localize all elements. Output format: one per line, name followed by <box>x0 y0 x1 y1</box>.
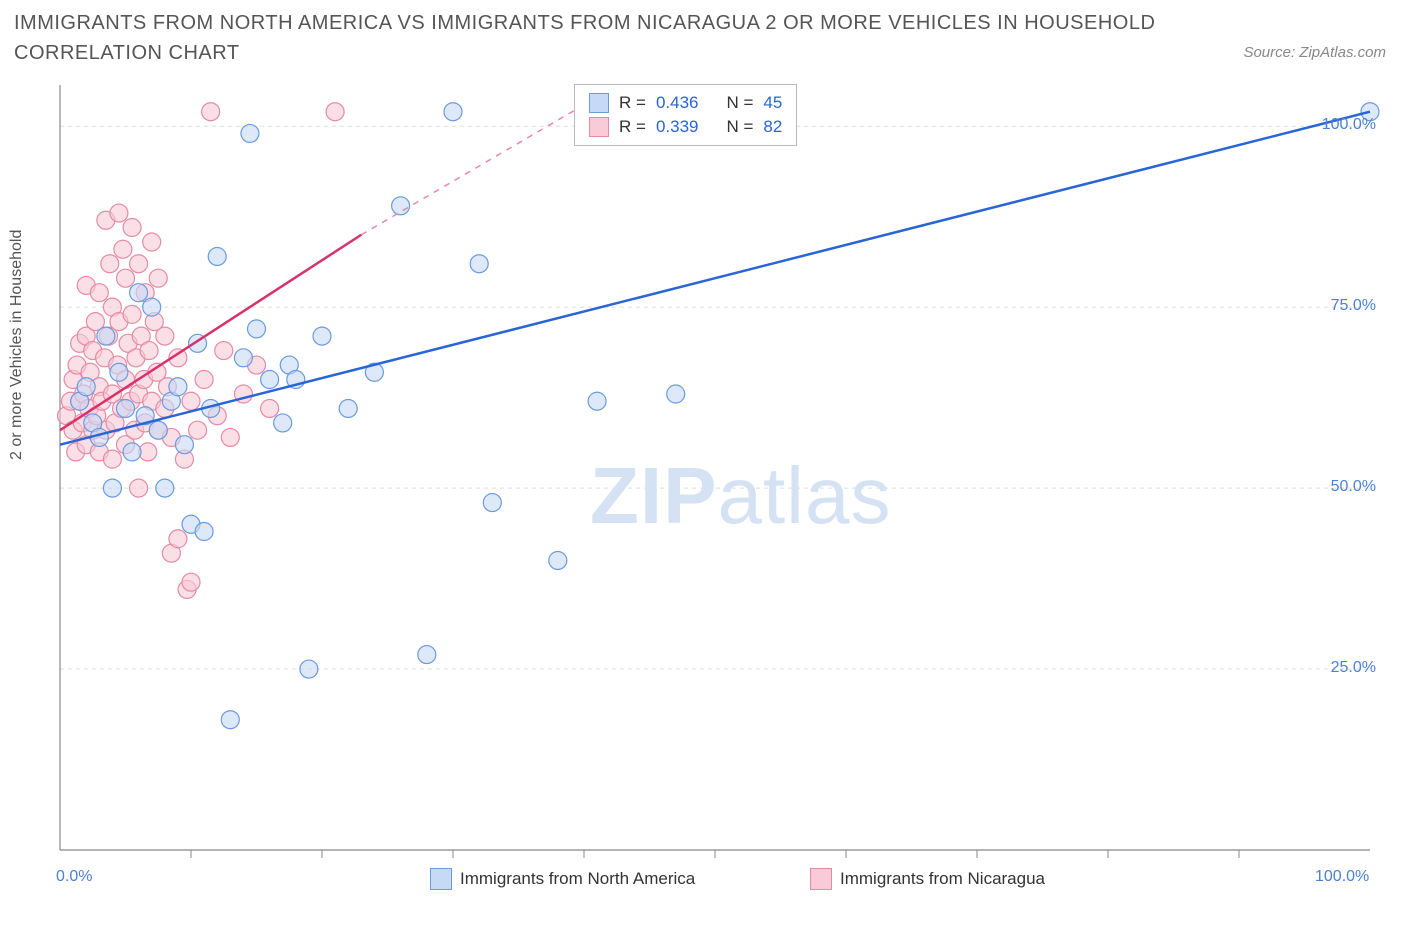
y-axis-label: 2 or more Vehicles in Household <box>8 230 26 460</box>
stat-r-label: R = <box>619 91 646 115</box>
y-tick-label: 75.0% <box>1331 297 1376 315</box>
x-tick-label: 100.0% <box>1315 868 1369 886</box>
stat-n-value: 82 <box>763 115 782 139</box>
stat-row: R = 0.436 N = 45 <box>589 91 782 115</box>
legend-item: Immigrants from Nicaragua <box>810 868 1045 890</box>
stat-r-value: 0.339 <box>656 115 699 139</box>
legend-label: Immigrants from North America <box>460 869 695 889</box>
stat-n-value: 45 <box>763 91 782 115</box>
chart-title: IMMIGRANTS FROM NORTH AMERICA VS IMMIGRA… <box>14 8 1164 68</box>
y-tick-label: 25.0% <box>1331 659 1376 677</box>
stat-row: R = 0.339 N = 82 <box>589 115 782 139</box>
stat-r-value: 0.436 <box>656 91 699 115</box>
x-tick-label: 0.0% <box>56 868 92 886</box>
stat-swatch <box>589 117 609 137</box>
legend-label: Immigrants from Nicaragua <box>840 869 1045 889</box>
watermark-rest: atlas <box>717 451 891 540</box>
y-tick-label: 100.0% <box>1322 116 1376 134</box>
watermark: ZIPatlas <box>590 450 891 542</box>
stat-n-label: N = <box>726 115 753 139</box>
source-attribution: Source: ZipAtlas.com <box>1243 44 1386 61</box>
plot-area: ZIPatlas R = 0.436 N = 45 R = 0.339 N = … <box>50 80 1386 880</box>
correlation-stat-box: R = 0.436 N = 45 R = 0.339 N = 82 <box>574 84 797 146</box>
y-tick-label: 50.0% <box>1331 478 1376 496</box>
legend-item: Immigrants from North America <box>430 868 695 890</box>
legend-swatch <box>430 868 452 890</box>
stat-swatch <box>589 93 609 113</box>
stat-n-label: N = <box>726 91 753 115</box>
stat-r-label: R = <box>619 115 646 139</box>
legend-swatch <box>810 868 832 890</box>
chart-container: IMMIGRANTS FROM NORTH AMERICA VS IMMIGRA… <box>0 0 1406 930</box>
watermark-bold: ZIP <box>590 451 717 540</box>
